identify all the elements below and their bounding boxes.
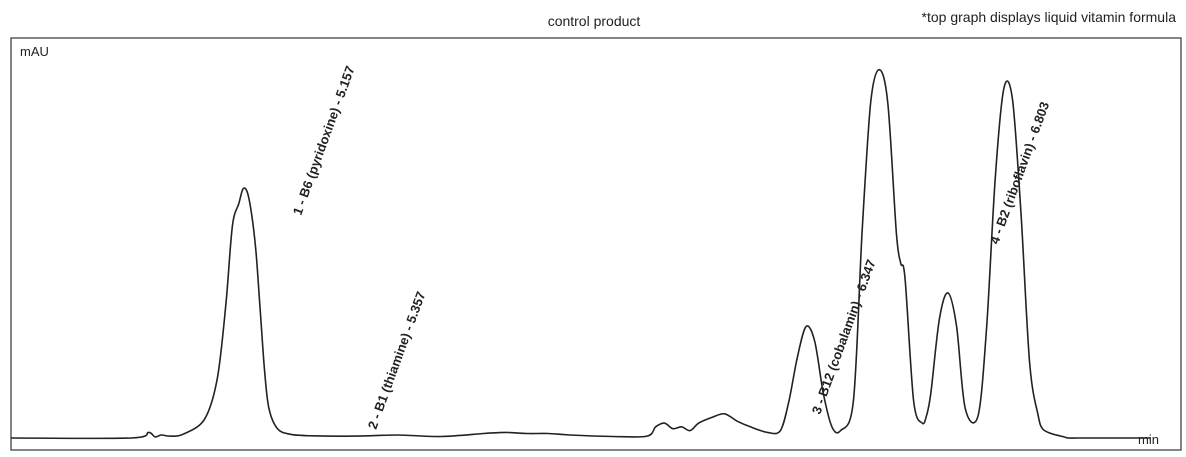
- peak-label-b12: 3 - B12 (cobalamin) - 6.347: [809, 257, 879, 416]
- chart-title: control product: [548, 13, 641, 29]
- peak-label-b2: 4 - B2 (riboflavin) - 6.803: [987, 100, 1052, 246]
- plot-frame: [10, 37, 1182, 451]
- y-axis-label: mAU: [20, 44, 49, 59]
- chromatogram-trace: [10, 68, 1150, 440]
- peak-label-b6: 1 - B6 (pyridoxine) - 5.157: [290, 64, 358, 217]
- peak-label-b1: 2 - B1 (thiamine) - 5.357: [365, 289, 429, 431]
- chart-note: *top graph displays liquid vitamin formu…: [922, 9, 1177, 25]
- x-axis-label: min: [1138, 432, 1159, 447]
